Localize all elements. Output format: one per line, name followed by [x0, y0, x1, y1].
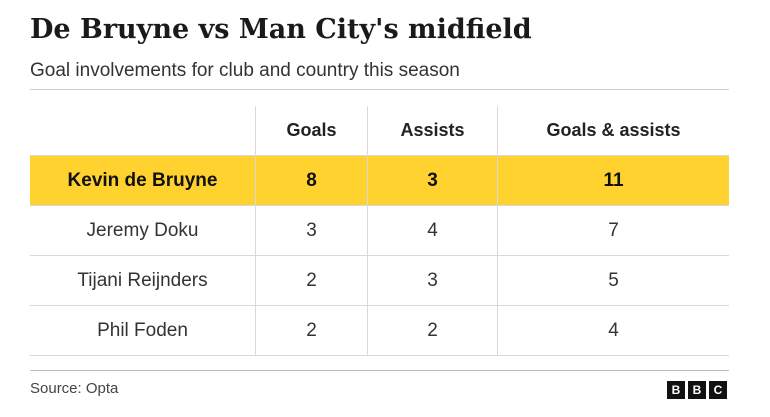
table-row: Jeremy Doku 3 4 7: [30, 206, 729, 256]
header-goals: Goals: [256, 106, 368, 155]
bbc-logo-block: B: [667, 381, 685, 399]
table-row: Kevin de Bruyne 8 3 11: [30, 156, 729, 206]
chart-subtitle: Goal involvements for club and country t…: [30, 60, 460, 81]
bbc-logo-block: C: [709, 381, 727, 399]
stats-table: Goals Assists Goals & assists Kevin de B…: [30, 106, 729, 356]
goals-cell: 3: [256, 206, 368, 255]
player-name-cell: Jeremy Doku: [30, 206, 256, 255]
player-name-cell: Tijani Reijnders: [30, 256, 256, 305]
table-header-row: Goals Assists Goals & assists: [30, 106, 729, 156]
bottom-divider: [30, 370, 729, 371]
table-body: Kevin de Bruyne 8 3 11 Jeremy Doku 3 4 7 Tijani …: [30, 156, 729, 356]
header-player: [30, 106, 256, 155]
assists-cell: 3: [368, 256, 498, 305]
goals-assists-cell: 5: [608, 269, 619, 291]
source-note: Source: Opta: [30, 380, 119, 397]
bbc-logo: B B C: [667, 381, 727, 399]
table-row: Phil Foden 2 2 4: [30, 306, 729, 356]
goals-cell: 8: [256, 156, 368, 205]
assists-cell: 4: [368, 206, 498, 255]
goals-cell: 2: [256, 306, 368, 355]
assists-cell: 2: [368, 306, 498, 355]
chart-title: De Bruyne vs Man City's midfield: [30, 14, 532, 45]
goals-assists-cell: 4: [608, 319, 619, 341]
table-row: Tijani Reijnders 2 3 5: [30, 256, 729, 306]
goals-assists-cell: 7: [608, 219, 619, 241]
player-name-cell: Kevin de Bruyne: [30, 156, 256, 205]
goals-assists-cell: 11: [603, 169, 624, 191]
top-divider: [30, 89, 729, 90]
assists-cell: 3: [368, 156, 498, 205]
header-goals-assists: Goals & assists: [546, 120, 681, 140]
player-name-cell: Phil Foden: [30, 306, 256, 355]
header-assists: Assists: [368, 106, 498, 155]
bbc-logo-block: B: [688, 381, 706, 399]
goals-cell: 2: [256, 256, 368, 305]
